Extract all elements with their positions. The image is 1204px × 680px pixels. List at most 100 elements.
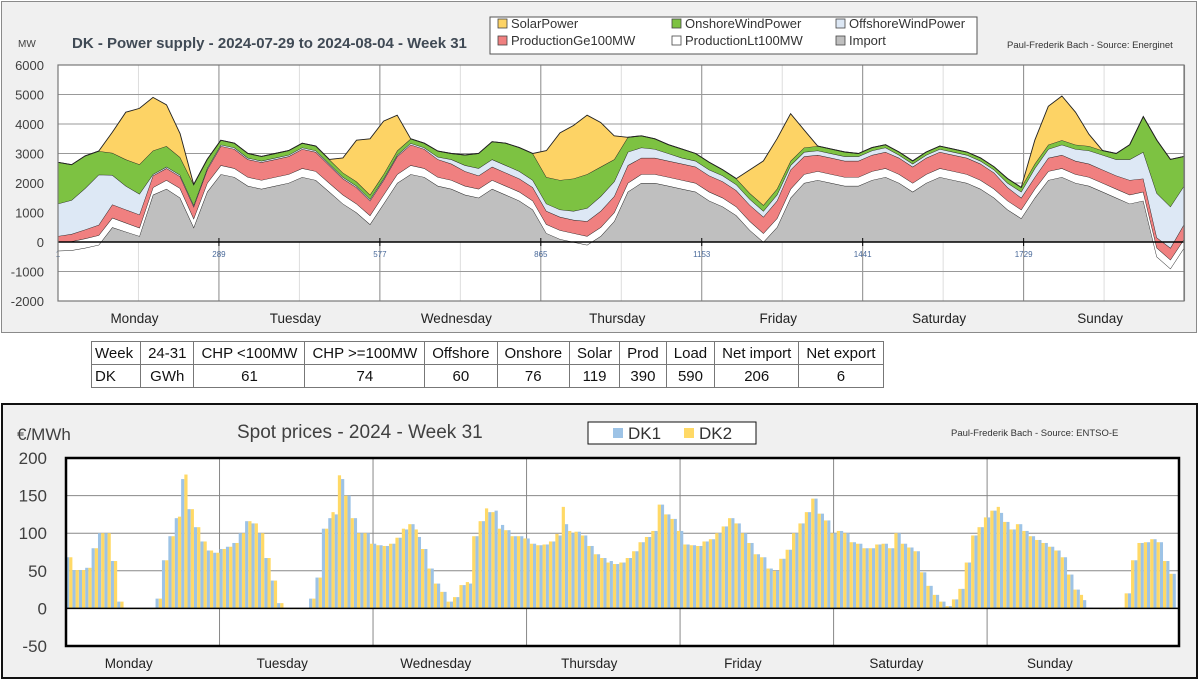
bar-dk2 bbox=[484, 508, 489, 609]
bar-dk1 bbox=[712, 539, 716, 609]
power-supply-panel: MW DK - Power supply - 2024-07-29 to 202… bbox=[1, 1, 1197, 333]
bar-dk2 bbox=[331, 512, 335, 609]
bar-dk2 bbox=[369, 543, 374, 609]
x-tick-label: 1153 bbox=[693, 250, 711, 259]
x-tick-label: 289 bbox=[212, 250, 226, 259]
bar-dk2 bbox=[203, 541, 207, 609]
bar-dk2 bbox=[209, 550, 214, 609]
x-tick-label: 865 bbox=[534, 250, 548, 259]
bar-dk2 bbox=[1060, 557, 1064, 609]
bar-dk2 bbox=[855, 543, 860, 609]
bar-dk2 bbox=[267, 558, 271, 609]
bar-dk1 bbox=[635, 551, 639, 609]
bar-dk2 bbox=[600, 558, 604, 609]
bar-dk2 bbox=[990, 510, 994, 609]
bar-dk2 bbox=[747, 542, 751, 609]
bar-dk1 bbox=[891, 548, 895, 609]
bar-dk2 bbox=[241, 533, 246, 609]
day-label: Monday bbox=[110, 311, 158, 326]
bar-dk1 bbox=[948, 606, 952, 609]
bar-dk2 bbox=[190, 509, 194, 609]
bar-dk1 bbox=[232, 542, 236, 609]
bar-dk1 bbox=[660, 504, 665, 609]
bar-dk2 bbox=[229, 546, 233, 609]
bar-dk2 bbox=[510, 536, 514, 609]
bar-dk1 bbox=[1025, 530, 1029, 609]
bar-dk1 bbox=[846, 533, 850, 609]
y-unit-label: €/MWh bbox=[17, 425, 71, 444]
table-cell: Net export bbox=[798, 341, 884, 365]
bar-dk1 bbox=[833, 533, 837, 609]
legend-label: Import bbox=[849, 33, 886, 48]
bar-dk1 bbox=[744, 533, 748, 609]
bar-dk1 bbox=[673, 518, 677, 609]
bar-dk2 bbox=[107, 533, 111, 609]
bar-dk1 bbox=[91, 548, 95, 609]
table-cell: 206 bbox=[714, 364, 800, 388]
plot-border bbox=[57, 64, 1185, 302]
bar-dk1 bbox=[430, 568, 434, 609]
y-tick-label: 5000 bbox=[15, 88, 44, 103]
stacked-areas bbox=[57, 95, 1185, 270]
y-tick-label: -1000 bbox=[11, 265, 44, 280]
spot-prices-panel: €/MWh Spot prices - 2024 - Week 31 Paul-… bbox=[1, 403, 1198, 679]
bar-dk1 bbox=[245, 521, 249, 609]
bar-dk1 bbox=[532, 543, 537, 609]
bar-dk1 bbox=[878, 544, 882, 609]
bar-dk1 bbox=[424, 548, 428, 609]
bar-dk2 bbox=[887, 548, 892, 609]
bar-dk2 bbox=[395, 537, 399, 609]
table-cell: 74 bbox=[304, 364, 426, 388]
bar-dk1 bbox=[929, 585, 933, 609]
area-import bbox=[58, 174, 1184, 269]
day-label: Saturday bbox=[869, 656, 923, 671]
bar-dk1 bbox=[686, 544, 690, 609]
bar-dk1 bbox=[1044, 542, 1048, 609]
bar-dk2 bbox=[823, 520, 828, 609]
bar-dk1 bbox=[564, 524, 569, 609]
bar-dk1 bbox=[916, 551, 920, 609]
table-header-row: Week 24-31 CHP <100MW CHP >=100MW Offshore On… bbox=[90, 341, 884, 365]
table-row: DK GWh 61 74 60 76 119 390 590 206 6 bbox=[90, 364, 884, 388]
bar-dk1 bbox=[808, 512, 812, 609]
day-label: Tuesday bbox=[270, 311, 322, 326]
day-label: Monday bbox=[105, 656, 153, 671]
bar-dk2 bbox=[996, 506, 1000, 609]
bar-dk1 bbox=[1038, 539, 1042, 609]
bar-dk1 bbox=[251, 523, 255, 609]
day-label: Tuesday bbox=[257, 656, 309, 671]
bar-dk2 bbox=[958, 588, 962, 609]
bar-dk1 bbox=[648, 536, 652, 609]
bar-dk2 bbox=[555, 533, 559, 609]
bar-dk2 bbox=[619, 562, 623, 609]
bar-dk2 bbox=[561, 506, 565, 609]
x-tick-label: 1729 bbox=[1015, 250, 1033, 259]
bar-dk1 bbox=[827, 520, 831, 609]
bar-dk1 bbox=[769, 568, 773, 609]
bar-dk2 bbox=[862, 548, 866, 609]
bar-dk2 bbox=[1015, 524, 1020, 609]
bar-dk1 bbox=[980, 527, 984, 609]
table-cell: Week bbox=[90, 341, 142, 365]
bar-dk1 bbox=[737, 523, 741, 609]
bar-dk1 bbox=[520, 536, 524, 609]
bar-dk2 bbox=[350, 518, 354, 609]
bar-dk1 bbox=[379, 545, 383, 609]
bar-dk2 bbox=[254, 523, 258, 609]
bar-dk2 bbox=[900, 543, 904, 609]
day-label: Sunday bbox=[1077, 311, 1123, 326]
bar-dk2 bbox=[421, 548, 425, 609]
day-label: Thursday bbox=[589, 311, 646, 326]
table-cell: Onshore bbox=[496, 341, 571, 365]
day-label: Saturday bbox=[912, 311, 966, 326]
bar-dk1 bbox=[193, 527, 198, 609]
bar-dk2 bbox=[760, 557, 764, 609]
bar-dk1 bbox=[1006, 521, 1010, 609]
bar-dk2 bbox=[216, 552, 220, 609]
legend-swatch-import bbox=[835, 35, 846, 46]
bar-dk1 bbox=[78, 570, 82, 609]
bar-dk1 bbox=[117, 601, 121, 609]
bar-dk1 bbox=[347, 495, 351, 609]
bar-dk1 bbox=[155, 598, 159, 609]
